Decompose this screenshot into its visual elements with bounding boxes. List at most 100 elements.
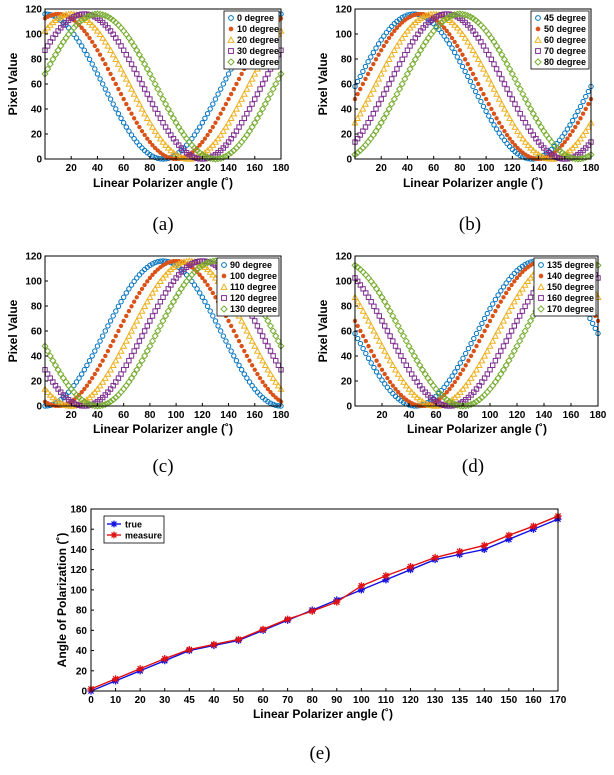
data-point	[156, 277, 164, 285]
data-point	[194, 128, 200, 134]
data-point	[124, 101, 129, 107]
data-point	[359, 307, 367, 314]
data-point	[497, 120, 502, 125]
data-point	[443, 396, 451, 404]
data-point	[505, 535, 513, 543]
x-tick-label: 40	[92, 410, 104, 421]
legend-label: 30 degree	[237, 46, 279, 56]
legend-box	[530, 10, 590, 70]
data-point	[498, 299, 503, 304]
data-point	[472, 366, 481, 373]
data-point	[152, 259, 158, 266]
data-point	[532, 148, 540, 156]
data-point	[495, 304, 501, 309]
data-point	[206, 268, 214, 275]
data-point	[87, 35, 92, 41]
y-tick-label: 20	[76, 666, 88, 677]
data-point	[578, 116, 583, 121]
data-point	[499, 124, 505, 130]
data-point	[103, 61, 108, 67]
data-point	[500, 105, 509, 112]
data-point	[468, 340, 474, 347]
x-tick-label: 140	[530, 163, 547, 174]
data-point	[403, 70, 412, 78]
data-point	[511, 323, 517, 329]
data-point	[391, 366, 400, 373]
x-tick-label: 150	[500, 695, 517, 706]
data-point	[193, 265, 201, 274]
x-tick-label: 60	[257, 695, 269, 706]
data-point	[210, 101, 216, 107]
data-point	[254, 323, 261, 329]
data-point	[373, 332, 381, 339]
data-point	[368, 360, 374, 366]
data-point	[82, 28, 87, 34]
series-45-degree	[352, 11, 594, 162]
data-point	[112, 55, 120, 63]
data-point	[456, 10, 464, 18]
data-point	[236, 338, 242, 344]
data-point	[92, 371, 97, 377]
data-point	[526, 274, 535, 281]
data-point	[512, 142, 518, 148]
data-point	[508, 70, 516, 78]
data-point	[141, 302, 149, 310]
x-tick-label: 80	[457, 410, 469, 421]
data-point	[138, 105, 146, 112]
data-point	[225, 71, 232, 77]
data-point	[202, 299, 208, 305]
data-point	[386, 26, 392, 33]
data-point	[501, 81, 508, 87]
data-point	[361, 100, 370, 107]
data-point	[204, 303, 211, 310]
data-point	[126, 308, 132, 314]
data-point	[446, 41, 453, 47]
y-tick-label: 140	[70, 545, 87, 556]
data-point	[141, 60, 149, 68]
data-point	[494, 116, 499, 121]
data-point	[583, 106, 588, 112]
data-point	[382, 572, 390, 580]
data-point	[225, 119, 233, 126]
data-point	[99, 333, 106, 339]
x-tick-label: 140	[536, 410, 553, 421]
data-point	[145, 136, 150, 141]
data-point	[198, 261, 206, 269]
data-point	[507, 91, 513, 97]
y-tick-label: 80	[341, 55, 353, 66]
data-point	[504, 290, 509, 296]
x-tick-label: 160	[246, 410, 263, 421]
data-point	[217, 328, 224, 334]
data-point	[229, 323, 234, 329]
data-point	[139, 81, 145, 87]
data-point	[487, 80, 495, 87]
data-point	[138, 55, 146, 63]
x-tick-label: 40	[208, 695, 220, 706]
x-tick-label: 100	[168, 410, 185, 421]
data-point	[512, 279, 517, 284]
data-point	[253, 347, 261, 354]
data-point	[490, 313, 495, 319]
data-point	[382, 323, 388, 329]
legend-label: 70 degree	[544, 46, 586, 56]
data-point	[81, 367, 88, 373]
data-point	[113, 81, 118, 87]
data-point	[234, 81, 239, 87]
data-point	[308, 607, 316, 615]
data-point	[360, 286, 366, 292]
data-point	[251, 70, 259, 77]
data-point	[91, 24, 99, 31]
data-point	[450, 383, 455, 388]
data-point	[274, 75, 282, 83]
data-point	[478, 356, 486, 364]
data-point	[486, 113, 492, 119]
data-point	[365, 71, 371, 77]
data-point	[576, 134, 585, 142]
data-point	[75, 18, 83, 27]
data-point	[489, 337, 497, 344]
data-point	[520, 269, 525, 275]
data-point	[234, 635, 243, 644]
data-point	[355, 323, 360, 329]
data-point	[51, 51, 60, 59]
data-point	[456, 402, 464, 410]
